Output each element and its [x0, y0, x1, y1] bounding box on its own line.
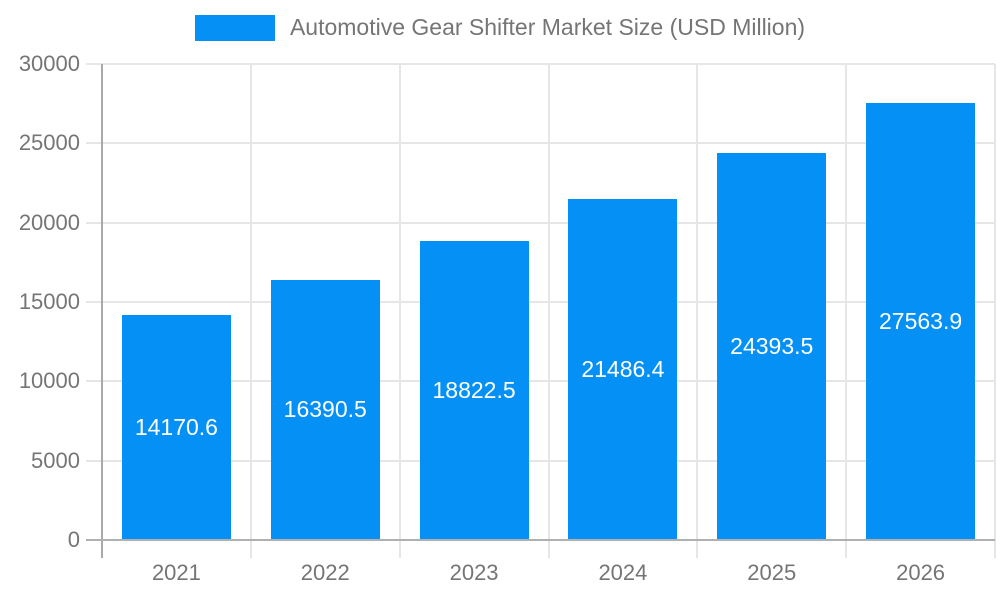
h-gridline: [86, 301, 995, 303]
bar-value-label: 24393.5: [730, 332, 814, 359]
y-axis-line: [101, 64, 103, 558]
h-gridline: [86, 459, 995, 462]
y-tick-label: 15000: [18, 289, 80, 314]
bar-2024[interactable]: 21486.4: [568, 199, 678, 540]
v-gridline: [249, 64, 252, 558]
v-gridline: [696, 64, 699, 558]
x-tick-label: 2022: [300, 560, 350, 585]
v-gridline: [994, 64, 996, 558]
bar-value-label: 18822.5: [432, 377, 516, 404]
x-tick-label: 2024: [598, 560, 648, 585]
v-gridline: [845, 64, 848, 558]
bar-value-label: 21486.4: [581, 356, 665, 383]
h-gridline: [86, 63, 995, 65]
x-tick-label: 2023: [449, 560, 499, 585]
x-tick-label: 2021: [151, 560, 201, 585]
x-tick-label: 2025: [747, 560, 797, 585]
y-tick-label: 10000: [18, 368, 80, 394]
y-tick-label: 20000: [18, 209, 80, 235]
h-gridline: [86, 380, 995, 383]
v-gridline: [398, 64, 401, 558]
bar-2023[interactable]: 18822.5: [419, 241, 529, 540]
x-tick-label: 2026: [896, 560, 946, 585]
legend-label: Automotive Gear Shifter Market Size (USD…: [289, 14, 806, 40]
bar-value-label: 16390.5: [283, 396, 367, 423]
y-tick-label: 5000: [31, 447, 80, 473]
legend-swatch-icon: [194, 14, 275, 41]
bar-2021[interactable]: 14170.6: [121, 315, 231, 540]
h-gridline: [86, 142, 995, 145]
legend-item[interactable]: Automotive Gear Shifter Market Size (USD…: [194, 14, 806, 41]
plot-area: 0 5000 10000 15000 20000 25000 30000 14170.6 202…: [19, 51, 996, 585]
y-tick-label: 25000: [18, 130, 80, 156]
bar-2022[interactable]: 16390.5: [270, 279, 380, 540]
x-axis-line: [86, 539, 995, 541]
bar-value-label: 27563.9: [879, 307, 963, 334]
y-tick-label: 0: [67, 527, 80, 552]
bar-2026[interactable]: 27563.9: [866, 102, 976, 540]
legend: Automotive Gear Shifter Market Size (USD…: [0, 14, 1000, 41]
v-gridline: [547, 64, 550, 558]
bar-value-label: 14170.6: [134, 414, 218, 441]
h-gridline: [86, 221, 995, 224]
y-tick-label: 30000: [18, 51, 80, 76]
bar-2025[interactable]: 24393.5: [717, 152, 827, 540]
